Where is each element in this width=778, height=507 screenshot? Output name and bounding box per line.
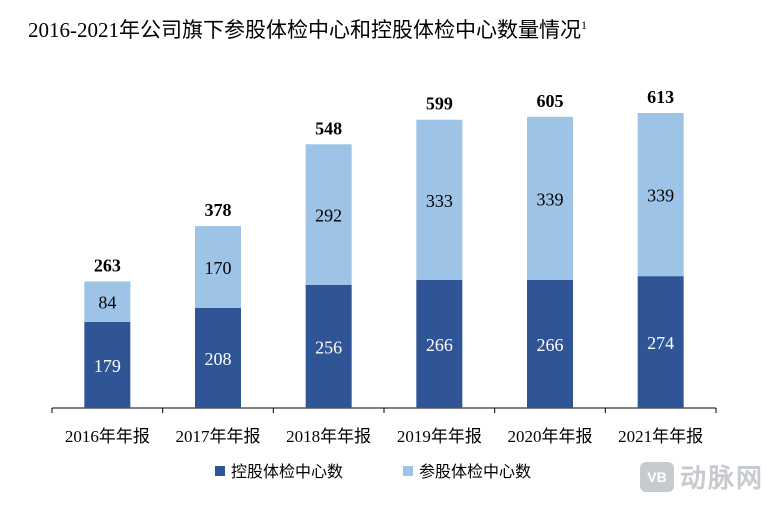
bar-segment-participated [84, 281, 131, 322]
data-label: 274 [647, 333, 674, 353]
bar-segment-controlled [637, 276, 684, 408]
data-label: 339 [647, 186, 674, 206]
chart-title: 2016-2021年公司旗下参股体检中心和控股体检中心数量情况1 [28, 18, 587, 42]
bar-segment-controlled [416, 279, 463, 408]
watermark: VB 动脉网 [639, 458, 764, 495]
legend-swatch [403, 466, 413, 476]
total-label: 378 [205, 200, 232, 220]
x-tick-label: 2017年年报 [176, 427, 261, 446]
data-label: 266 [537, 335, 564, 355]
bar-segment-controlled [195, 307, 241, 408]
bar-segment-controlled [527, 279, 573, 408]
total-label: 548 [315, 118, 342, 138]
bar-segment-participated [195, 226, 241, 308]
x-tick-label: 2020年年报 [508, 427, 593, 446]
x-tick-label: 2016年年报 [65, 427, 150, 446]
total-label: 613 [647, 87, 674, 107]
data-label: 339 [537, 189, 564, 209]
data-label: 266 [426, 335, 453, 355]
x-tick-label: 2018年年报 [286, 427, 371, 446]
data-label: 84 [98, 293, 116, 313]
data-label: 256 [315, 337, 342, 357]
bar-segment-controlled [84, 321, 131, 408]
bar-segment-participated [416, 119, 463, 280]
bar-segment-participated [305, 144, 352, 285]
total-label: 263 [94, 255, 121, 275]
legend-label: 控股体检中心数 [231, 462, 343, 481]
legend-label: 参股体检中心数 [419, 462, 531, 481]
total-label: 599 [426, 94, 453, 114]
x-tick-label: 2019年年报 [397, 427, 482, 446]
watermark-text: 动脉网 [679, 464, 764, 494]
legend-swatch [215, 466, 225, 476]
data-label: 292 [315, 206, 342, 226]
data-label: 179 [94, 356, 121, 376]
vb-logo-icon: VB [639, 461, 674, 492]
bar-segment-participated [637, 113, 684, 277]
total-label: 605 [537, 91, 564, 111]
data-label: 208 [205, 349, 232, 369]
data-label: 170 [205, 258, 232, 278]
x-tick-label: 2021年年报 [618, 427, 703, 446]
bar-segment-participated [527, 116, 573, 280]
bar-segment-controlled [305, 284, 352, 408]
title-footnote: 1 [581, 18, 587, 32]
data-label: 333 [426, 191, 453, 211]
